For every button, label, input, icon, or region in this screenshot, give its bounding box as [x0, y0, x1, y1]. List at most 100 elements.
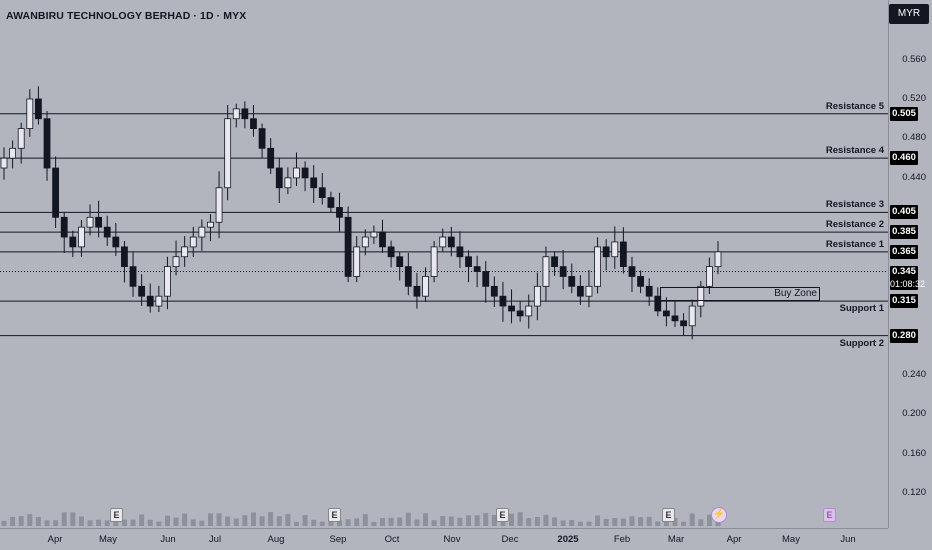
candle [490, 276, 498, 307]
chart-area[interactable]: AWANBIRU TECHNOLOGY BERHAD · 1D · MYX Bu… [0, 0, 888, 528]
candle [224, 104, 232, 201]
candle [551, 251, 558, 276]
volume-bar [216, 513, 222, 526]
level-label: Resistance 3 [825, 199, 884, 211]
candle [207, 214, 214, 242]
dividend-icon[interactable]: ⚡ [711, 507, 727, 523]
volume-bar [638, 517, 644, 526]
level-price-tag[interactable]: 0.405 [890, 205, 918, 220]
volume-bar [311, 519, 317, 526]
earnings-marker[interactable]: E [496, 508, 509, 522]
volume-bar [569, 519, 575, 526]
level-label: Resistance 5 [825, 100, 884, 112]
candle [404, 252, 412, 296]
earnings-marker[interactable]: E [328, 508, 341, 522]
volume-bar [233, 518, 239, 526]
volume-bar [250, 512, 256, 526]
candle [473, 255, 481, 288]
candle [189, 226, 197, 258]
candle [628, 256, 636, 292]
earnings-marker[interactable]: E [110, 508, 123, 522]
volume-bar [577, 521, 583, 526]
candle [121, 241, 128, 283]
upcoming-earnings-marker[interactable]: E [823, 508, 836, 522]
volume-bar [474, 515, 480, 526]
month-label: Oct [384, 534, 400, 545]
volume-bar [698, 519, 704, 526]
candle [671, 300, 679, 327]
level-price-tag[interactable]: 0.280 [890, 328, 918, 343]
candle [654, 287, 662, 317]
candle [267, 138, 275, 175]
earnings-marker[interactable]: E [662, 508, 675, 522]
volume-bar [164, 515, 170, 526]
volume-bar [646, 516, 652, 526]
volume-bar [259, 516, 265, 526]
candle [112, 222, 120, 256]
candle [396, 251, 404, 281]
candle [542, 246, 550, 302]
price-chart[interactable] [0, 0, 888, 528]
candle [594, 237, 601, 294]
level-price-tag[interactable]: 0.385 [890, 225, 918, 240]
volume-bar [380, 517, 386, 526]
month-label: 2025 [557, 534, 579, 545]
price-axis[interactable]: 0.560 0.520 0.480 0.440 0.240 0.200 0.160 0.120 [888, 0, 932, 528]
candle [422, 267, 429, 303]
candle [275, 157, 283, 203]
candle [52, 156, 60, 229]
candle [78, 220, 85, 257]
volume-bar [431, 520, 437, 526]
volume-bar [526, 518, 532, 526]
volume-bars [1, 512, 721, 526]
volume-bar [139, 514, 145, 526]
level-price-tag[interactable]: 0.365 [890, 244, 918, 259]
volume-bar [78, 516, 84, 526]
candle [456, 231, 464, 268]
currency-button[interactable]: MYR [889, 4, 929, 24]
bar-countdown: 01:08:32 [890, 278, 926, 289]
volume-bar [319, 521, 325, 526]
volume-bar [18, 516, 24, 526]
candle [508, 289, 515, 324]
candle [293, 152, 300, 186]
volume-bar [629, 516, 635, 526]
candle [17, 122, 25, 164]
volume-bar [414, 519, 420, 526]
volume-bar [276, 516, 282, 526]
level-label: Support 1 [839, 303, 884, 315]
level-price-tag[interactable]: 0.505 [890, 106, 918, 121]
candle [327, 191, 335, 213]
candle [662, 297, 670, 327]
volume-bar [121, 519, 127, 526]
volume-bar [285, 514, 291, 526]
candle [344, 206, 352, 283]
time-axis[interactable]: Apr May Jun Jul Aug Sep Oct Nov Dec 2025 Feb Mar Apr… [0, 528, 888, 550]
month-label: Apr [47, 534, 63, 545]
volume-bar [354, 518, 360, 526]
candle [714, 241, 722, 275]
level-price-tag[interactable]: 0.460 [890, 151, 918, 166]
candle [35, 86, 42, 125]
month-label: Feb [613, 534, 631, 545]
volume-bar [44, 520, 50, 526]
candle [387, 240, 395, 268]
volume-bar [423, 513, 429, 526]
volume-bar [543, 514, 549, 526]
level-price-tag[interactable]: 0.315 [890, 294, 918, 309]
buy-zone-label: Buy Zone [774, 288, 817, 299]
volume-bar [612, 518, 618, 526]
level-label: Resistance 2 [825, 219, 884, 231]
level-label: Resistance 1 [825, 238, 884, 250]
month-label: Jun [160, 534, 176, 545]
volume-bar [603, 518, 609, 526]
volume-bar [173, 517, 179, 526]
candle [103, 215, 111, 246]
buy-zone-box[interactable]: Buy Zone [660, 287, 820, 301]
volume-bar [147, 519, 153, 526]
candle [611, 226, 619, 269]
volume-bar [199, 520, 205, 526]
volume-bar [457, 517, 463, 526]
symbol-title[interactable]: AWANBIRU TECHNOLOGY BERHAD · 1D · MYX [6, 10, 247, 22]
volume-bar [595, 515, 601, 526]
